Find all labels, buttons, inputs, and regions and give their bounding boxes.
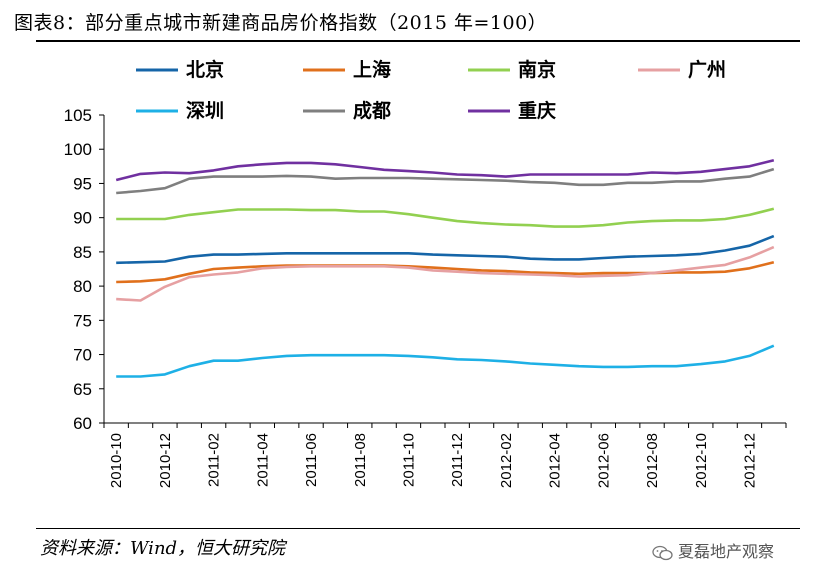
x-tick-label: 2010-12 <box>157 433 174 488</box>
series-line <box>116 245 775 302</box>
x-tick-label: 2010-10 <box>108 433 125 488</box>
legend-label: 深圳 <box>186 99 224 122</box>
x-tick-label: 2011-06 <box>303 433 320 487</box>
title-rule <box>36 40 800 42</box>
x-tick-label: 2012-10 <box>693 433 710 488</box>
legend-label: 南京 <box>518 58 556 81</box>
wechat-icon <box>652 545 673 560</box>
x-tick-label: 2012-02 <box>498 433 515 488</box>
y-tick-label: 80 <box>73 277 92 296</box>
y-tick-label: 60 <box>73 414 92 433</box>
x-tick-label: 2011-04 <box>254 433 271 487</box>
series-line <box>116 344 775 378</box>
legend-label: 重庆 <box>518 99 556 122</box>
watermark-text: 夏磊地产观察 <box>678 542 775 561</box>
y-tick-label: 65 <box>73 380 92 399</box>
source-rule <box>36 528 800 529</box>
x-tick-label: 2011-08 <box>352 433 369 487</box>
x-tick-label: 2011-10 <box>400 433 417 487</box>
y-tick-label: 75 <box>73 311 92 330</box>
series-line <box>116 234 775 265</box>
watermark: 夏磊地产观察 <box>652 538 774 562</box>
y-tick-label: 70 <box>73 346 92 365</box>
x-tick-label: 2011-02 <box>206 433 223 487</box>
legend-label: 北京 <box>186 58 224 81</box>
series-line <box>115 158 775 182</box>
series-line <box>116 167 775 195</box>
x-tick-label: 2012-06 <box>595 433 612 488</box>
x-tick-label: 2011-12 <box>449 433 466 487</box>
chart-title: 图表8：部分重点城市新建商品房价格指数（2015 年=100） <box>14 12 548 34</box>
x-tick-label: 2012-12 <box>741 433 758 488</box>
x-tick-label: 2012-04 <box>547 433 564 488</box>
y-tick-label: 100 <box>64 140 92 159</box>
x-tick-label: 2012-08 <box>644 433 661 488</box>
legend-label: 广州 <box>688 58 726 81</box>
legend-label: 成都 <box>353 99 391 122</box>
series-line <box>116 207 775 228</box>
y-tick-label: 105 <box>64 106 92 125</box>
y-tick-label: 95 <box>73 174 92 193</box>
source-note: 资料来源：Wind，恒大研究院 <box>40 538 286 559</box>
legend-label: 上海 <box>353 58 391 81</box>
series-group <box>115 158 775 378</box>
axes: 60 65 70 75 80 85 90 95 100 105 2010-10 2010-12 2011… <box>64 106 787 488</box>
y-tick-label: 85 <box>73 243 92 262</box>
y-tick-label: 90 <box>73 209 92 228</box>
